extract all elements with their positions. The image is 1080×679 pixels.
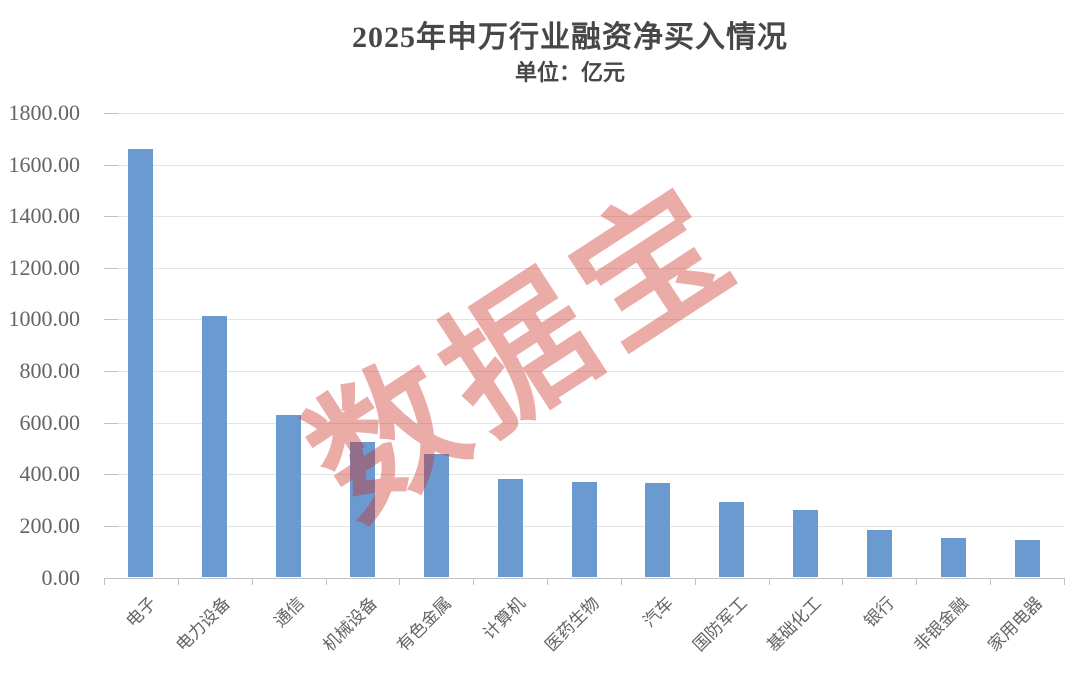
y-axis-tick-label: 1600.00 xyxy=(8,151,81,177)
y-axis-tick xyxy=(104,216,118,218)
gridline xyxy=(104,164,1064,166)
y-axis-tick-label: 1000.00 xyxy=(8,306,81,332)
gridline xyxy=(104,267,1064,269)
bar-计算机 xyxy=(497,478,523,578)
y-axis-tick-label: 800.00 xyxy=(19,358,81,384)
bar-非银金融 xyxy=(940,537,966,578)
x-axis-tick xyxy=(104,577,105,585)
chart-title: 2025年申万行业融资净买入情况 xyxy=(352,21,788,54)
x-axis-tick xyxy=(768,577,770,585)
x-axis-tick xyxy=(473,577,475,585)
bar-银行 xyxy=(866,530,892,578)
y-axis-tick-label: 600.00 xyxy=(19,409,81,435)
y-axis-tick xyxy=(104,422,118,424)
bar-通信 xyxy=(276,414,302,578)
y-axis-tick xyxy=(104,164,118,166)
x-axis-label-电子: 电子 xyxy=(122,593,160,632)
bar-家用电器 xyxy=(1014,540,1040,578)
x-axis-tick xyxy=(620,577,622,585)
x-axis-tick xyxy=(842,577,844,585)
gridline xyxy=(104,216,1064,218)
x-axis-label-电力设备: 电力设备 xyxy=(172,593,234,656)
gridline xyxy=(104,371,1064,373)
x-axis-label-非银金融: 非银金融 xyxy=(910,593,973,656)
y-axis-tick-label: 1800.00 xyxy=(8,100,81,125)
x-axis-tick xyxy=(251,577,253,585)
gridline xyxy=(104,319,1064,321)
x-axis-tick xyxy=(1064,577,1065,585)
gridline xyxy=(104,474,1064,476)
x-axis-label-机械设备: 机械设备 xyxy=(319,593,382,656)
x-axis-label-家用电器: 家用电器 xyxy=(984,593,1047,656)
y-axis-tick-label: 1400.00 xyxy=(8,203,81,229)
y-axis-tick xyxy=(104,113,118,114)
x-axis-label-有色金属: 有色金属 xyxy=(393,593,456,656)
gridline xyxy=(104,113,1064,114)
bar-医药生物 xyxy=(571,481,597,578)
y-axis-tick xyxy=(104,319,118,321)
x-axis-tick xyxy=(990,577,992,585)
gridline xyxy=(104,422,1064,424)
bar-电力设备 xyxy=(202,316,228,578)
x-axis-label-通信: 通信 xyxy=(270,593,308,632)
x-axis-label-银行: 银行 xyxy=(860,593,899,632)
x-axis-line xyxy=(104,577,1064,579)
y-axis-tick xyxy=(104,525,118,527)
y-axis-tick-label: 200.00 xyxy=(19,512,81,538)
x-axis-tick xyxy=(177,577,179,585)
bar-机械设备 xyxy=(349,442,375,578)
y-axis-tick-label: 400.00 xyxy=(19,461,81,487)
y-axis-tick-label: 1200.00 xyxy=(8,254,81,280)
x-axis-tick xyxy=(325,577,327,585)
y-axis-tick xyxy=(104,371,118,373)
x-axis-label-汽车: 汽车 xyxy=(639,593,677,632)
bar-有色金属 xyxy=(423,454,449,578)
x-axis-label-计算机: 计算机 xyxy=(479,593,530,644)
x-axis-label-基础化工: 基础化工 xyxy=(762,593,825,656)
bar-电子 xyxy=(128,148,154,578)
x-axis-tick xyxy=(399,577,401,585)
bar-国防军工 xyxy=(719,501,745,578)
x-axis-label-国防军工: 国防军工 xyxy=(689,593,751,656)
bar-汽车 xyxy=(645,482,671,578)
y-axis-tick xyxy=(104,267,118,269)
y-axis-tick xyxy=(104,474,118,476)
x-axis-tick xyxy=(916,577,918,585)
bar-基础化工 xyxy=(793,510,819,578)
x-axis-tick xyxy=(547,577,549,585)
x-axis-label-医药生物: 医药生物 xyxy=(541,593,603,656)
y-axis-tick-label: 0.00 xyxy=(41,564,81,590)
x-axis-tick xyxy=(694,577,696,585)
chart-subtitle: 单位：亿元 xyxy=(514,60,625,85)
